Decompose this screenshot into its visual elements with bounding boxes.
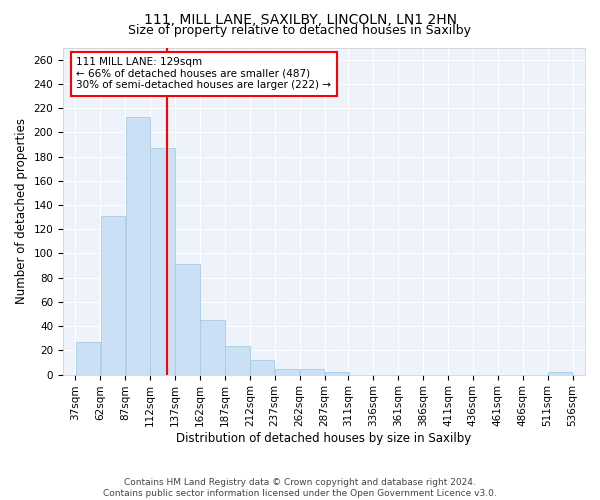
Bar [200, 320, 224, 374]
Bar [101, 216, 125, 374]
Bar [548, 372, 572, 374]
Text: Contains HM Land Registry data © Crown copyright and database right 2024.
Contai: Contains HM Land Registry data © Crown c… [103, 478, 497, 498]
Bar [250, 360, 274, 374]
Text: 111, MILL LANE, SAXILBY, LINCOLN, LN1 2HN: 111, MILL LANE, SAXILBY, LINCOLN, LN1 2H… [143, 12, 457, 26]
Text: Size of property relative to detached houses in Saxilby: Size of property relative to detached ho… [128, 24, 472, 37]
Text: 111 MILL LANE: 129sqm
← 66% of detached houses are smaller (487)
30% of semi-det: 111 MILL LANE: 129sqm ← 66% of detached … [76, 57, 331, 90]
Bar [125, 116, 150, 374]
Bar [275, 368, 299, 374]
X-axis label: Distribution of detached houses by size in Saxilby: Distribution of detached houses by size … [176, 432, 472, 445]
Bar [300, 368, 324, 374]
Bar [175, 264, 200, 374]
Bar [225, 346, 250, 374]
Y-axis label: Number of detached properties: Number of detached properties [15, 118, 28, 304]
Bar [325, 372, 349, 374]
Bar [151, 148, 175, 374]
Bar [76, 342, 100, 374]
